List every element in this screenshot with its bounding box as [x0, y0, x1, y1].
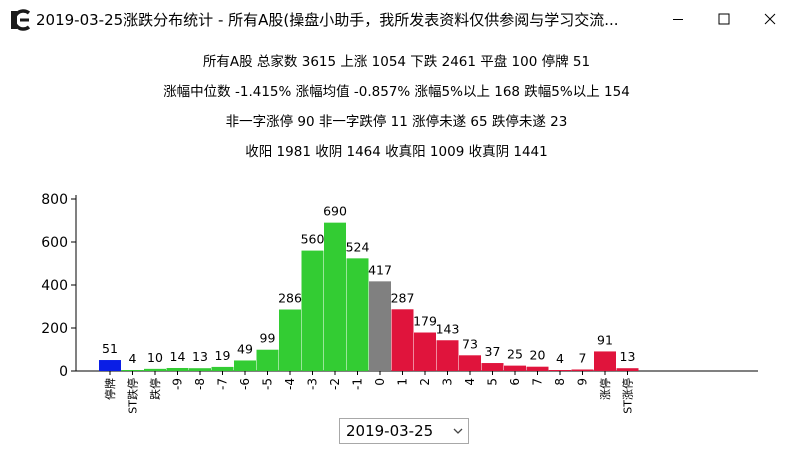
- bar-value-label: 14: [170, 349, 186, 364]
- bar: [616, 368, 639, 371]
- bar: [301, 250, 324, 371]
- bar: [211, 366, 234, 371]
- bar: [324, 222, 346, 371]
- distribution-bar-chart: 020040060080051停牌4ST跌停10跌停14-913-819-749…: [41, 192, 758, 414]
- x-tick-label: ST涨停: [621, 378, 635, 414]
- x-tick-label: 9: [576, 378, 590, 386]
- bar-value-label: 143: [436, 321, 460, 336]
- bar: [391, 309, 414, 371]
- bar: [436, 340, 459, 371]
- stats-line-candles: 收阳 1981 收阴 1464 收真阳 1009 收真阴 1441: [245, 144, 548, 160]
- bar: [459, 355, 481, 371]
- bar-value-label: 19: [215, 348, 231, 363]
- title-bar: 2019-03-25涨跌分布统计 - 所有A股(操盘小助手，我所发表资料仅供参阅…: [0, 0, 793, 38]
- bar-value-label: 10: [147, 350, 163, 365]
- bar-value-label: 37: [485, 344, 501, 359]
- close-icon: [764, 13, 776, 25]
- bar-value-label: 99: [260, 331, 276, 346]
- x-tick-label: 7: [531, 378, 545, 386]
- x-tick-label: -9: [171, 378, 185, 390]
- bar-value-label: 91: [597, 332, 613, 347]
- bar-value-label: 20: [530, 348, 546, 363]
- x-tick-label: -6: [238, 378, 252, 390]
- bar: [414, 332, 436, 371]
- app-logo-icon: [9, 9, 31, 31]
- bar: [346, 258, 369, 371]
- x-tick-label: 3: [441, 378, 455, 386]
- bar-value-label: 7: [579, 350, 587, 365]
- bar-value-label: 51: [102, 341, 118, 356]
- bar-value-label: 13: [620, 349, 636, 364]
- date-dropdown-value: 2019-03-25: [346, 422, 434, 440]
- bar-value-label: 560: [301, 232, 325, 247]
- x-tick-label: 跌停: [148, 378, 162, 400]
- y-tick-label: 200: [41, 321, 68, 337]
- chevron-down-icon: [453, 428, 463, 434]
- x-tick-label: 1: [396, 378, 410, 386]
- bar: [99, 360, 121, 371]
- bar-value-label: 690: [323, 204, 347, 219]
- bar: [481, 363, 504, 371]
- x-tick-label: -1: [351, 378, 365, 390]
- bar-value-label: 287: [391, 290, 415, 305]
- bar-value-label: 13: [192, 349, 208, 364]
- bar: [526, 366, 549, 371]
- bar-value-label: 4: [129, 351, 137, 366]
- x-tick-label: -8: [193, 378, 207, 390]
- x-tick-label: ST跌停: [126, 378, 140, 414]
- x-tick-label: -4: [283, 378, 297, 390]
- x-tick-label: 涨停: [598, 378, 612, 400]
- bar-value-label: 524: [346, 239, 370, 254]
- x-tick-label: 4: [463, 378, 477, 386]
- bar-value-label: 179: [413, 314, 437, 329]
- bar-value-label: 49: [237, 341, 253, 356]
- bar: [166, 367, 189, 371]
- y-tick-label: 800: [41, 192, 68, 208]
- bar: [189, 368, 211, 371]
- minimize-icon: [673, 19, 683, 20]
- bar-value-label: 25: [507, 347, 523, 362]
- x-tick-label: -3: [306, 378, 320, 390]
- bar: [121, 370, 144, 371]
- bar-value-label: 4: [556, 351, 564, 366]
- bar-value-label: 417: [368, 262, 392, 277]
- bar-value-label: 73: [462, 336, 478, 351]
- y-tick-label: 0: [59, 364, 68, 380]
- x-tick-label: 停牌: [103, 378, 117, 400]
- stats-line-totals: 所有A股 总家数 3615 上涨 1054 下跌 2461 平盘 100 停牌 …: [202, 54, 591, 70]
- bar: [594, 351, 616, 371]
- x-tick-label: -2: [328, 378, 342, 390]
- y-tick-label: 600: [41, 235, 68, 251]
- x-tick-label: -5: [261, 378, 275, 390]
- bar: [504, 365, 526, 371]
- x-tick-label: 0: [373, 378, 387, 386]
- date-dropdown[interactable]: 2019-03-25: [339, 418, 469, 444]
- y-tick-label: 400: [41, 278, 68, 294]
- x-tick-label: 5: [486, 378, 500, 386]
- bar: [144, 368, 166, 371]
- maximize-button[interactable]: [701, 0, 747, 38]
- bar: [549, 370, 571, 371]
- minimize-button[interactable]: [655, 0, 701, 38]
- maximize-icon: [718, 13, 730, 25]
- bar: [279, 309, 301, 371]
- x-tick-label: -7: [216, 378, 230, 390]
- stats-line-limits: 非一字涨停 90 非一字跌停 11 涨停未遂 65 跌停未遂 23: [225, 114, 568, 130]
- bar: [369, 281, 391, 371]
- bar: [234, 360, 256, 371]
- bar: [256, 349, 279, 371]
- window-title: 2019-03-25涨跌分布统计 - 所有A股(操盘小助手，我所发表资料仅供参阅…: [36, 11, 619, 29]
- stats-line-change: 涨幅中位数 -1.415% 涨幅均值 -0.857% 涨幅5%以上 168 跌幅…: [163, 84, 630, 100]
- x-tick-label: 6: [508, 378, 522, 386]
- bar: [571, 369, 594, 371]
- bar-value-label: 286: [278, 291, 302, 306]
- x-tick-label: 8: [553, 378, 567, 386]
- x-tick-label: 2: [418, 378, 432, 386]
- close-button[interactable]: [747, 0, 793, 38]
